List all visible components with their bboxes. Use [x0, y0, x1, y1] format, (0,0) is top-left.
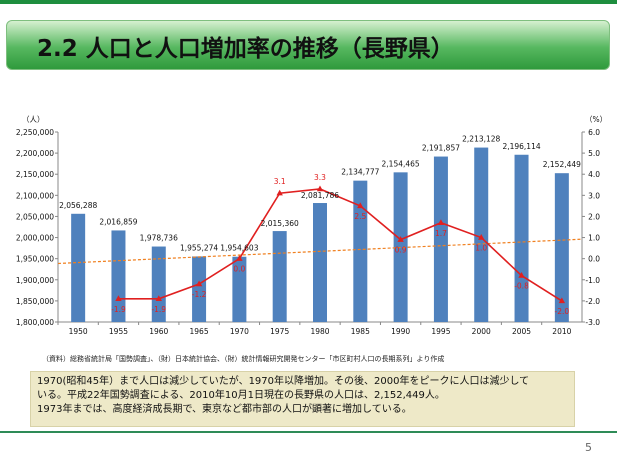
bar-value-label: 2,134,777: [341, 168, 379, 177]
x-tick-label: 1955: [109, 327, 128, 336]
bar-value-label: 1,955,274: [180, 243, 218, 252]
bottom-divider: [0, 431, 617, 433]
x-tick-label: 1950: [69, 327, 88, 336]
growth-rate-point: [276, 189, 283, 196]
growth-rate-label: 2.5: [354, 212, 366, 221]
growth-rate-point: [155, 295, 162, 301]
population-chart: （人） （%） 1,800,000 1,850,000 1,900,000 1,950,0…: [16, 115, 607, 336]
title-bar: 2.2 人口と人口増加率の推移（長野県）: [6, 20, 610, 70]
right-tick-label: 4.0: [588, 170, 600, 179]
growth-rate-point: [236, 255, 243, 261]
bar-value-label: 2,081,786: [301, 191, 339, 200]
population-bar: [393, 172, 408, 322]
slide-title: 2.2 人口と人口増加率の推移（長野県）: [37, 36, 454, 62]
left-tick-label: 1,900,000: [16, 276, 54, 285]
right-tick-label: 0.0: [588, 255, 600, 264]
growth-rate-point: [518, 272, 525, 278]
left-tick-label: 1,800,000: [16, 318, 54, 327]
right-tick-label: 2.0: [588, 212, 600, 221]
bar-value-label: 2,152,449: [543, 160, 581, 169]
growth-rate-label: -1.2: [192, 290, 207, 299]
growth-rate-label: 0.0: [233, 265, 245, 274]
top-accent-line: [0, 0, 617, 4]
summary-box: 1970(昭和45年）まで人口は減少していたが、1970年以降増加。その後、20…: [30, 371, 575, 427]
population-bar: [353, 180, 368, 322]
growth-rate-point: [437, 219, 445, 225]
x-tick-label: 1985: [351, 327, 370, 336]
growth-rate-point: [357, 202, 364, 209]
growth-rate-label: 0.9: [395, 246, 407, 255]
right-axis-unit: （%）: [585, 115, 607, 124]
growth-rate-label: -2.0: [555, 307, 570, 316]
right-tick-label: 5.0: [588, 149, 600, 158]
population-bar: [514, 154, 529, 322]
growth-rate-label: -1.9: [111, 305, 126, 314]
population-bar: [71, 213, 86, 322]
population-bar: [313, 203, 327, 322]
growth-rate-point: [316, 185, 324, 192]
growth-rate-point: [115, 295, 122, 301]
population-bar: [433, 156, 448, 322]
growth-rate-point: [558, 297, 566, 304]
bar-value-label: 2,154,465: [382, 159, 420, 168]
growth-rate-label: 1.7: [435, 229, 447, 238]
x-tick-label: 1960: [149, 327, 168, 336]
right-tick-label: 1.0: [588, 234, 600, 243]
right-tick-label: -2.0: [585, 297, 600, 306]
growth-rate-label: 3.3: [314, 173, 326, 182]
population-bar: [232, 256, 247, 322]
x-tick-label: 1970: [230, 327, 249, 336]
bar-value-label: 2,056,288: [59, 201, 97, 210]
population-bar: [554, 173, 569, 322]
growth-rate-label: 3.1: [274, 177, 286, 186]
left-tick-label: 1,850,000: [16, 297, 54, 306]
growth-rate-point: [397, 236, 404, 242]
x-tick-label: 2005: [512, 327, 531, 336]
bar-value-label: 1,978,736: [140, 234, 178, 243]
x-tick-label: 1995: [431, 327, 450, 336]
left-tick-label: 2,250,000: [16, 128, 54, 137]
growth-rate-label: -1.9: [151, 305, 166, 314]
x-tick-label: 2000: [472, 327, 491, 336]
summary-line-2: いる。平成22年国勢調査による、2010年10月1日現在の長野県の人口は、2,1…: [37, 390, 445, 401]
bar-value-label: 2,016,859: [99, 217, 137, 226]
summary-line-1: 1970(昭和45年）まで人口は減少していたが、1970年以降増加。その後、20…: [37, 376, 530, 387]
population-bar: [272, 231, 287, 322]
growth-rate-label: 1.0: [475, 244, 487, 253]
trendline: [57, 238, 583, 265]
x-tick-label: 1975: [270, 327, 289, 336]
source-note: （資料）総務省統計局「国勢調査」、（財）日本統計協会、（財）統計情報研究開発セン…: [42, 355, 445, 363]
left-tick-label: 2,050,000: [16, 212, 54, 221]
population-bar: [151, 246, 166, 322]
left-tick-label: 2,200,000: [16, 149, 54, 158]
right-tick-label: -3.0: [585, 318, 600, 327]
x-tick-label: 1965: [190, 327, 209, 336]
left-tick-label: 1,950,000: [16, 255, 54, 264]
left-axis-unit: （人）: [22, 115, 45, 124]
growth-rate-line: [118, 188, 563, 302]
bar-value-label: 1,954,603: [220, 244, 258, 253]
bar-value-label: 2,015,360: [261, 219, 299, 228]
growth-rate-point: [195, 280, 203, 287]
left-tick-label: 2,100,000: [16, 191, 54, 200]
left-tick-label: 2,150,000: [16, 170, 54, 179]
bar-value-label: 2,191,857: [422, 144, 460, 153]
population-bar: [192, 256, 207, 322]
bar-value-label: 2,213,128: [462, 135, 500, 144]
x-tick-label: 1990: [391, 327, 410, 336]
right-tick-label: 6.0: [588, 128, 600, 137]
left-tick-label: 2,000,000: [16, 234, 54, 243]
growth-rate-point: [478, 234, 485, 240]
growth-rate-label: -0.8: [514, 282, 529, 291]
summary-line-3: 1973年までは、高度経済成長期で、東京など都市部の人口が顕著に増加している。: [37, 404, 412, 415]
x-tick-label: 2010: [552, 327, 571, 336]
bar-value-label: 2,196,114: [502, 142, 540, 151]
right-tick-label: -1.0: [585, 276, 600, 285]
page-number: 5: [585, 441, 592, 454]
right-tick-label: 3.0: [588, 191, 600, 200]
x-tick-label: 1980: [310, 327, 329, 336]
